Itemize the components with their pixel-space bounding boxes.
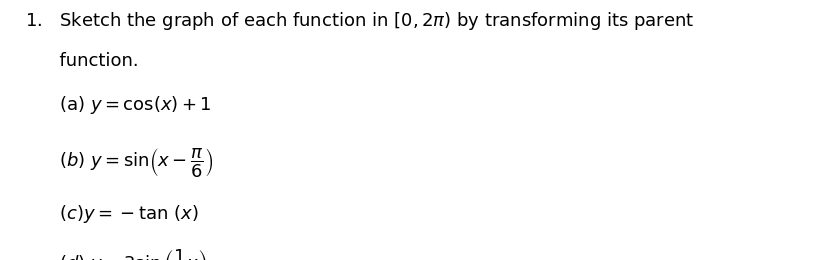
Text: 1.   Sketch the graph of each function in $[0, 2\pi)$ by transforming its parent: 1. Sketch the graph of each function in … (25, 10, 693, 32)
Text: $(d)$ $y = 3\sin\left(\dfrac{1}{2}x\right)$: $(d)$ $y = 3\sin\left(\dfrac{1}{2}x\righ… (25, 247, 207, 260)
Text: function.: function. (25, 52, 138, 70)
Text: $(b)$ $y = \sin\!\left(x - \dfrac{\pi}{6}\right)$: $(b)$ $y = \sin\!\left(x - \dfrac{\pi}{6… (25, 146, 213, 179)
Text: (a) $y = \cos(x) +1$: (a) $y = \cos(x) +1$ (25, 94, 211, 116)
Text: $(c)$$y = -\tan\,(x)$: $(c)$$y = -\tan\,(x)$ (25, 203, 198, 225)
